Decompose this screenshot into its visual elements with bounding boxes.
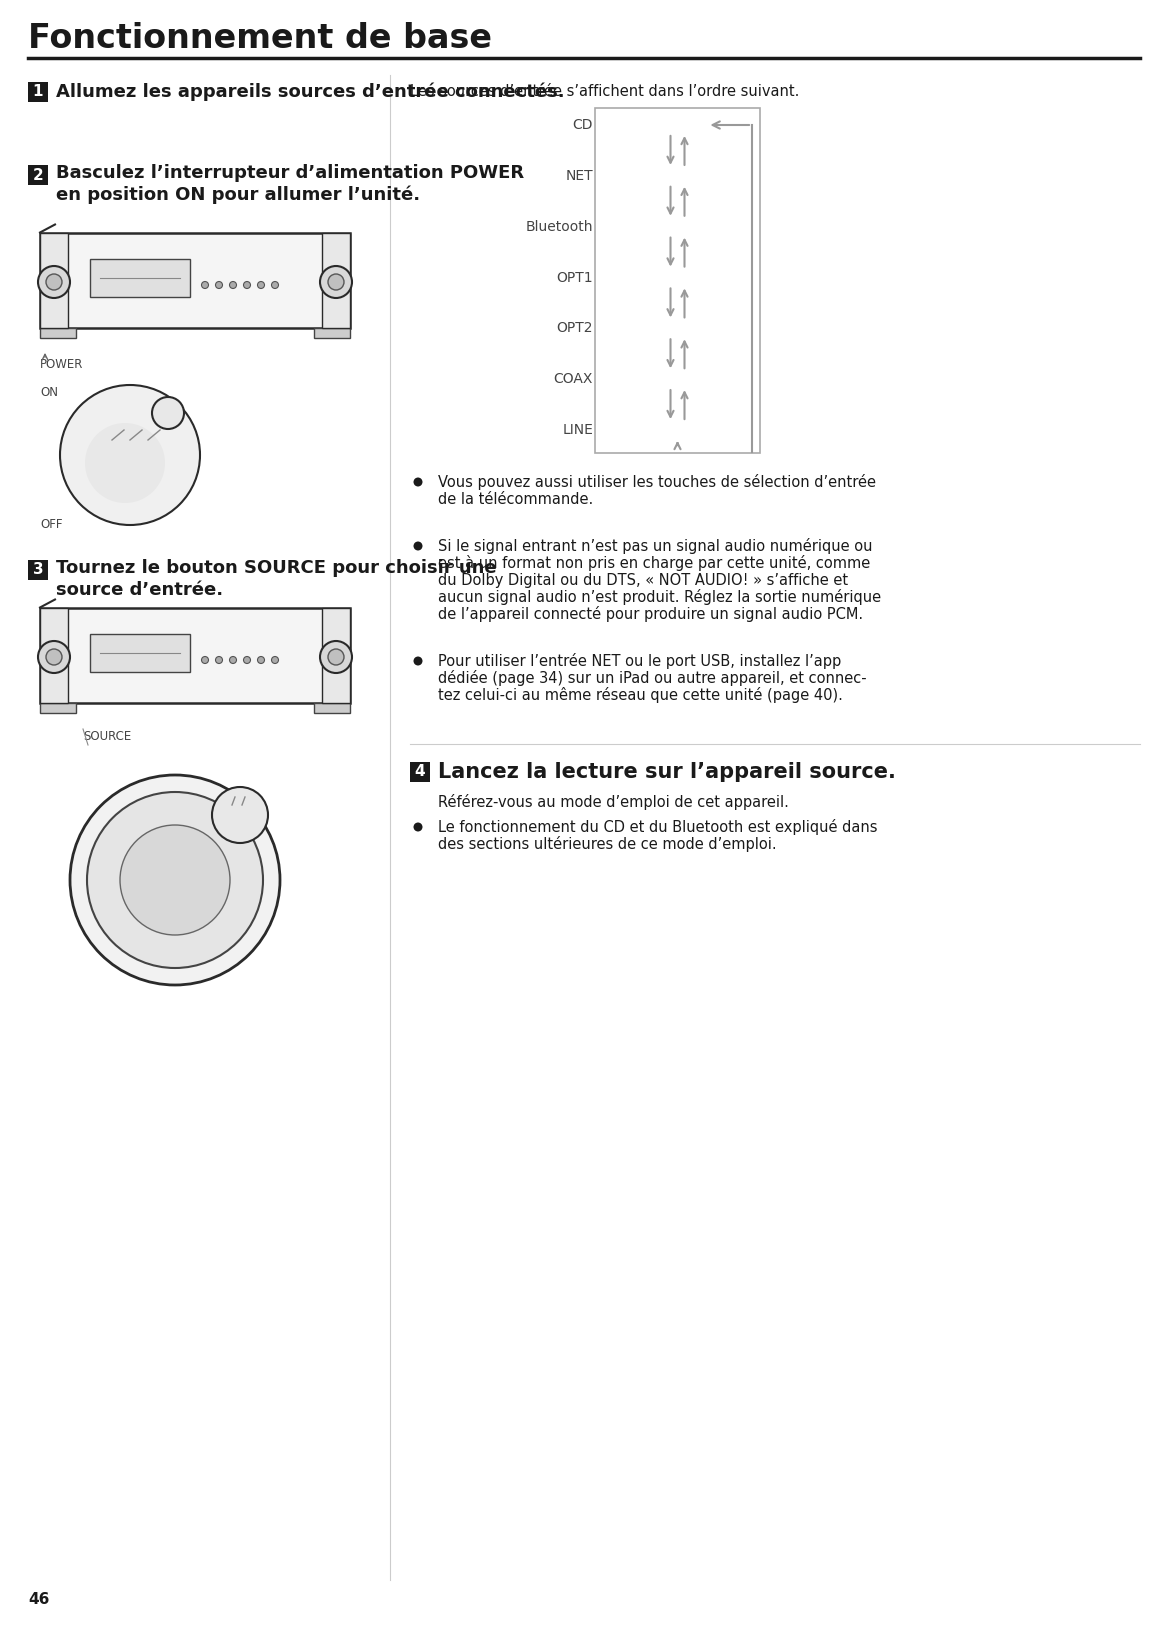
- Circle shape: [212, 787, 268, 843]
- Bar: [28, 165, 48, 184]
- Bar: [90, 634, 190, 672]
- Text: 3: 3: [33, 562, 43, 577]
- Circle shape: [414, 823, 422, 831]
- Circle shape: [272, 282, 279, 289]
- Text: Fonctionnement de base: Fonctionnement de base: [28, 21, 492, 54]
- Text: 2: 2: [33, 168, 43, 183]
- Text: OPT1: OPT1: [556, 271, 593, 285]
- Text: 4: 4: [415, 764, 426, 779]
- Bar: [410, 761, 430, 782]
- Text: Si le signal entrant n’est pas un signal audio numérique ou: Si le signal entrant n’est pas un signal…: [438, 538, 872, 554]
- Text: ON: ON: [40, 386, 58, 399]
- Text: Pour utiliser l’entrée NET ou le port USB, installez l’app: Pour utiliser l’entrée NET ou le port US…: [438, 654, 841, 668]
- Circle shape: [414, 657, 422, 665]
- Bar: [40, 703, 76, 712]
- Text: 1: 1: [33, 85, 43, 99]
- Circle shape: [202, 657, 209, 663]
- Text: Bluetooth: Bluetooth: [526, 220, 593, 233]
- Bar: [28, 82, 48, 103]
- Bar: [40, 233, 68, 328]
- Bar: [40, 608, 350, 703]
- Circle shape: [45, 649, 62, 665]
- Bar: [595, 108, 760, 453]
- Bar: [40, 328, 76, 337]
- Circle shape: [328, 649, 344, 665]
- Text: source d’entrée.: source d’entrée.: [56, 580, 223, 598]
- Bar: [314, 703, 350, 712]
- Text: de l’appareil connecté pour produire un signal audio PCM.: de l’appareil connecté pour produire un …: [438, 606, 863, 623]
- Text: SOURCE: SOURCE: [83, 730, 132, 743]
- Circle shape: [272, 657, 279, 663]
- Circle shape: [85, 424, 166, 504]
- Text: POWER: POWER: [40, 359, 84, 372]
- Circle shape: [328, 274, 344, 290]
- Text: Vous pouvez aussi utiliser les touches de sélection d’entrée: Vous pouvez aussi utiliser les touches d…: [438, 474, 876, 491]
- Circle shape: [258, 282, 265, 289]
- Text: aucun signal audio n’est produit. Réglez la sortie numérique: aucun signal audio n’est produit. Réglez…: [438, 588, 881, 605]
- Text: Basculez l’interrupteur d’alimentation POWER: Basculez l’interrupteur d’alimentation P…: [56, 165, 525, 183]
- Circle shape: [414, 541, 422, 551]
- Text: en position ON pour allumer l’unité.: en position ON pour allumer l’unité.: [56, 186, 420, 204]
- Text: OFF: OFF: [40, 518, 63, 531]
- Text: des sections ultérieures de ce mode d’emploi.: des sections ultérieures de ce mode d’em…: [438, 836, 777, 852]
- Text: Allumez les appareils sources d’entrée connectés.: Allumez les appareils sources d’entrée c…: [56, 83, 564, 101]
- Text: COAX: COAX: [554, 372, 593, 386]
- Text: OPT2: OPT2: [556, 321, 593, 336]
- Bar: [28, 561, 48, 580]
- Text: Référez-vous au mode d’emploi de cet appareil.: Référez-vous au mode d’emploi de cet app…: [438, 794, 789, 810]
- Circle shape: [120, 825, 230, 936]
- Circle shape: [38, 641, 70, 673]
- Circle shape: [70, 774, 280, 985]
- Circle shape: [216, 282, 223, 289]
- Bar: [40, 233, 350, 328]
- Circle shape: [230, 657, 237, 663]
- Bar: [314, 328, 350, 337]
- Bar: [90, 259, 190, 297]
- Text: dédiée (page 34) sur un iPad ou autre appareil, et connec-: dédiée (page 34) sur un iPad ou autre ap…: [438, 670, 866, 686]
- Text: NET: NET: [566, 170, 593, 183]
- Circle shape: [216, 657, 223, 663]
- Circle shape: [244, 657, 251, 663]
- Circle shape: [319, 641, 352, 673]
- Text: CD: CD: [573, 117, 593, 132]
- Circle shape: [414, 478, 422, 486]
- Circle shape: [244, 282, 251, 289]
- Circle shape: [87, 792, 264, 968]
- Text: tez celui-ci au même réseau que cette unité (page 40).: tez celui-ci au même réseau que cette un…: [438, 686, 843, 703]
- Circle shape: [38, 266, 70, 298]
- Bar: [40, 608, 68, 703]
- Text: Les sources d’entrée s’affichent dans l’ordre suivant.: Les sources d’entrée s’affichent dans l’…: [410, 85, 800, 99]
- Circle shape: [202, 282, 209, 289]
- Text: Tournez le bouton SOURCE pour choisir une: Tournez le bouton SOURCE pour choisir un…: [56, 559, 497, 577]
- Bar: [322, 608, 350, 703]
- Text: Lancez la lecture sur l’appareil source.: Lancez la lecture sur l’appareil source.: [438, 761, 895, 782]
- Text: de la télécommande.: de la télécommande.: [438, 492, 593, 507]
- Circle shape: [45, 274, 62, 290]
- Text: Le fonctionnement du CD et du Bluetooth est expliqué dans: Le fonctionnement du CD et du Bluetooth …: [438, 818, 878, 835]
- Bar: [322, 233, 350, 328]
- Circle shape: [152, 398, 184, 429]
- Text: LINE: LINE: [562, 424, 593, 437]
- Circle shape: [59, 385, 201, 525]
- Circle shape: [319, 266, 352, 298]
- Text: du Dolby Digital ou du DTS, « NOT AUDIO! » s’affiche et: du Dolby Digital ou du DTS, « NOT AUDIO!…: [438, 572, 848, 587]
- Circle shape: [230, 282, 237, 289]
- Text: est à un format non pris en charge par cette unité, comme: est à un format non pris en charge par c…: [438, 554, 870, 570]
- Text: 46: 46: [28, 1593, 49, 1607]
- Circle shape: [258, 657, 265, 663]
